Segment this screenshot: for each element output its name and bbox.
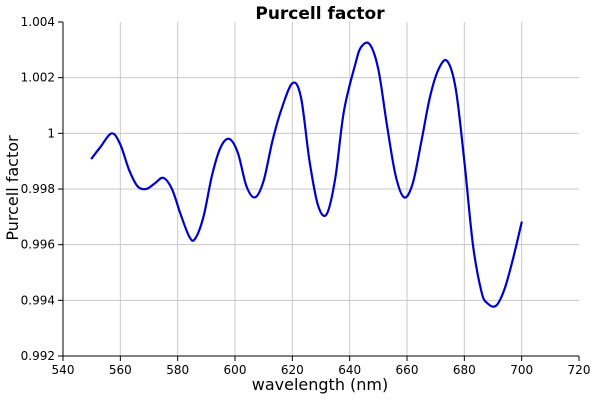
y-axis-label: Purcell factor	[3, 135, 22, 241]
x-axis-label: wavelength (nm)	[252, 375, 389, 394]
y-tick-label: 0.992	[21, 349, 55, 363]
x-tick-label: 560	[109, 363, 132, 377]
y-tick-label: 1.002	[21, 71, 55, 85]
x-tick-label: 720	[568, 363, 591, 377]
grid	[63, 22, 579, 356]
x-tick-label: 640	[338, 363, 361, 377]
x-tick-label: 620	[281, 363, 304, 377]
x-tick-label: 600	[224, 363, 247, 377]
chart-title: Purcell factor	[255, 4, 385, 24]
y-tick-label: 0.998	[21, 182, 55, 196]
y-tick-label: 1	[47, 126, 55, 140]
x-tick-label: 700	[510, 363, 533, 377]
series-line	[90, 41, 523, 308]
series-layer	[90, 41, 523, 308]
x-tick-label: 680	[453, 363, 476, 377]
y-tick-label: 0.996	[21, 238, 55, 252]
y-tick-label: 0.994	[21, 293, 55, 307]
x-tick-label: 580	[166, 363, 189, 377]
x-tick-label: 540	[52, 363, 75, 377]
ticks: 540 560 580 600 620 640 660 680 700 720 0.992 0.994…	[21, 15, 591, 377]
y-tick-label: 1.004	[21, 15, 55, 29]
x-tick-label: 660	[396, 363, 419, 377]
